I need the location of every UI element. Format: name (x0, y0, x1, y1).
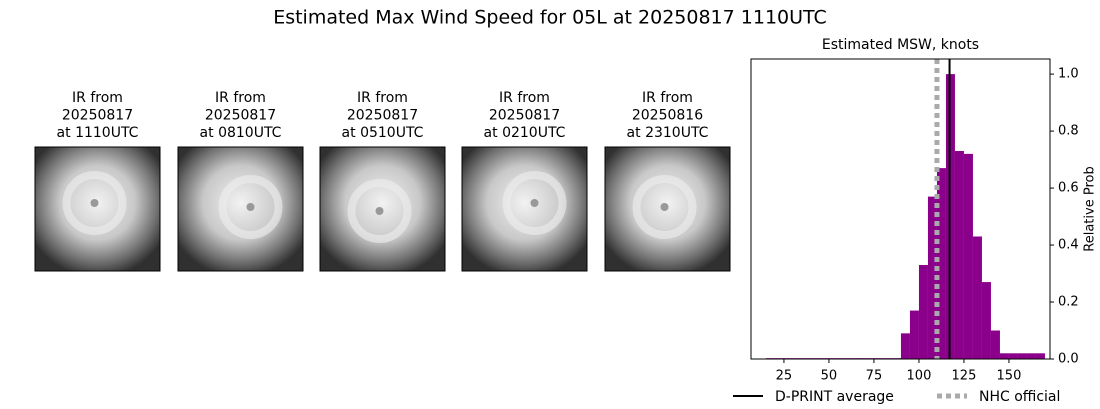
figure-title: Estimated Max Wind Speed for 05L at 2025… (273, 7, 827, 29)
ir-eye (530, 199, 539, 207)
legend-label: D-PRINT average (775, 389, 894, 405)
ir-eye (246, 203, 255, 211)
ir-image (34, 146, 161, 272)
ir-swirl (347, 179, 412, 243)
bar (918, 264, 928, 359)
ir-swirl (218, 175, 283, 239)
bar (972, 236, 982, 359)
y-tick-label: 0.6 (1058, 181, 1079, 196)
panel-title-line: IR from (215, 90, 266, 106)
ir-eye (660, 203, 669, 211)
ir-eye (375, 207, 384, 215)
panel-title-line: IR from (357, 90, 408, 106)
panel-title-line: IR from (499, 90, 550, 106)
ir-eye (90, 199, 99, 207)
x-tick-label: 25 (776, 369, 793, 384)
panel-title-line: 20250817 (205, 108, 276, 124)
y-tick-label: 1.0 (1058, 67, 1079, 82)
ir-image (461, 146, 588, 272)
axes-frame (750, 58, 1051, 360)
ir-swirl (632, 175, 697, 239)
x-tick-label: 150 (997, 369, 1022, 384)
ir-swirl (62, 171, 127, 235)
panel-title-line: 20250817 (489, 108, 560, 124)
y-tick-label: 0.8 (1058, 124, 1079, 139)
bar (900, 333, 910, 359)
panel-title-line: 20250817 (62, 108, 133, 124)
panel-title-line: at 2310UTC (627, 125, 709, 141)
bar (981, 282, 991, 359)
bar (999, 353, 1009, 359)
panel-title-line: at 1110UTC (57, 125, 139, 141)
panel-title-line: at 0510UTC (342, 125, 424, 141)
x-tick-label: 75 (866, 369, 883, 384)
bar (1017, 353, 1027, 359)
panel-title-line: at 0810UTC (200, 125, 282, 141)
ir-swirl (502, 171, 567, 235)
y-tick-label: 0.0 (1058, 352, 1079, 367)
panel-title-line: 20250816 (632, 108, 703, 124)
y-tick-label: 0.4 (1058, 238, 1079, 253)
bar (1008, 353, 1018, 359)
panel-title-line: IR from (642, 90, 693, 106)
bar (963, 153, 973, 359)
panel-title-line: IR from (72, 90, 123, 106)
x-tick-label: 100 (907, 369, 932, 384)
y-tick-label: 0.2 (1058, 295, 1079, 310)
chart-title: Estimated MSW, knots (822, 37, 979, 53)
bar (927, 196, 937, 359)
bar (936, 168, 946, 359)
bar (1026, 353, 1036, 359)
panel-title-line: at 0210UTC (484, 125, 566, 141)
legend-label: NHC official (979, 389, 1060, 405)
bar (954, 151, 964, 359)
panel-title-line: 20250817 (347, 108, 418, 124)
x-tick-label: 125 (952, 369, 977, 384)
x-tick-label: 50 (821, 369, 838, 384)
ir-image (177, 146, 304, 272)
bar (990, 330, 1000, 359)
bar (909, 310, 919, 359)
y-axis-label: Relative Prob (1083, 166, 1098, 251)
bar (1035, 353, 1045, 359)
